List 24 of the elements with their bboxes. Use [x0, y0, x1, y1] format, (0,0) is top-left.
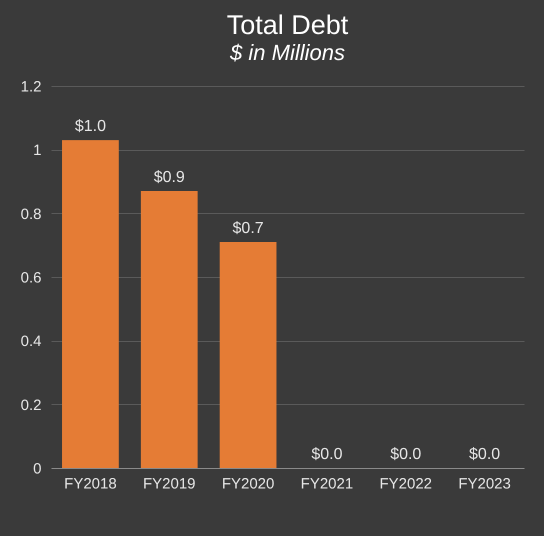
x-tick-label: FY2020 [222, 476, 274, 492]
y-tick-label: 0.8 [20, 206, 42, 223]
data-label: $0.9 [154, 169, 185, 186]
y-tick-label: 0.6 [20, 270, 42, 286]
data-label: $0.7 [232, 220, 264, 237]
data-label: $0.0 [311, 446, 343, 463]
x-tick-label: FY2023 [458, 476, 511, 492]
x-tick-label: FY2021 [300, 476, 354, 492]
x-tick-label: FY2018 [64, 476, 117, 492]
y-tick-label: 0 [33, 460, 42, 478]
chart-title: Total Debt [226, 10, 349, 40]
y-tick-label: 1 [33, 142, 42, 160]
y-tick-label: 0.2 [20, 396, 42, 414]
bar [220, 242, 276, 468]
chart-subtitle: $ in Millions [229, 40, 345, 65]
y-tick-label: 1.2 [20, 78, 42, 96]
y-tick-label: 0.4 [20, 333, 42, 350]
x-tick-label: FY2022 [379, 476, 432, 492]
data-label: $0.0 [469, 446, 500, 463]
data-label: $1.0 [74, 118, 106, 136]
bar [140, 191, 198, 468]
bar [62, 140, 119, 468]
data-label: $0.0 [390, 446, 422, 463]
x-tick-label: FY2019 [142, 476, 196, 492]
